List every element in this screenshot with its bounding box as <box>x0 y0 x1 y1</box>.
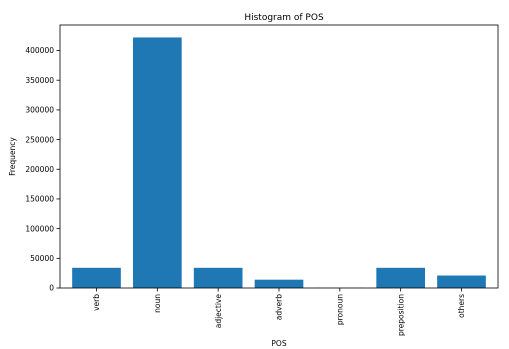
y-tick-label: 0 <box>49 284 54 293</box>
bar-others <box>437 275 486 288</box>
bar-adverb <box>254 279 304 288</box>
x-tick-label-pronoun: pronoun <box>336 294 345 325</box>
bar-preposition <box>376 267 425 288</box>
bar-verb <box>72 267 121 288</box>
x-tick-label-noun: noun <box>153 294 162 313</box>
x-tick-label-others: others <box>457 294 466 318</box>
y-tick-label: 300000 <box>25 106 54 115</box>
x-axis-label: POS <box>271 339 286 348</box>
y-tick-label: 100000 <box>25 224 54 233</box>
x-tick-label-adverb: adverb <box>275 294 284 320</box>
y-axis-label: Frequency <box>8 137 17 176</box>
bar-noun <box>133 37 182 288</box>
y-tick-label: 200000 <box>25 165 54 174</box>
x-tick-label-verb: verb <box>92 294 101 311</box>
plot-area-frame <box>59 24 499 289</box>
x-axis-ticks: verb noun adjective adverb pronoun prepositio… <box>92 288 466 336</box>
chart-title: Histogram of POS <box>244 13 324 23</box>
y-axis-ticks: 0 50000 100000 150000 200000 250000 300000 3500… <box>25 46 60 293</box>
y-tick-label: 50000 <box>30 254 54 263</box>
x-tick-label-adjective: adjective <box>214 294 223 329</box>
y-tick-label: 400000 <box>25 46 54 55</box>
y-tick-label: 250000 <box>25 135 54 144</box>
y-tick-label: 350000 <box>25 76 54 85</box>
x-tick-label-preposition: preposition <box>396 294 405 336</box>
bar-series <box>72 37 486 288</box>
bar-adjective <box>193 267 243 288</box>
y-tick-label: 150000 <box>25 195 54 204</box>
